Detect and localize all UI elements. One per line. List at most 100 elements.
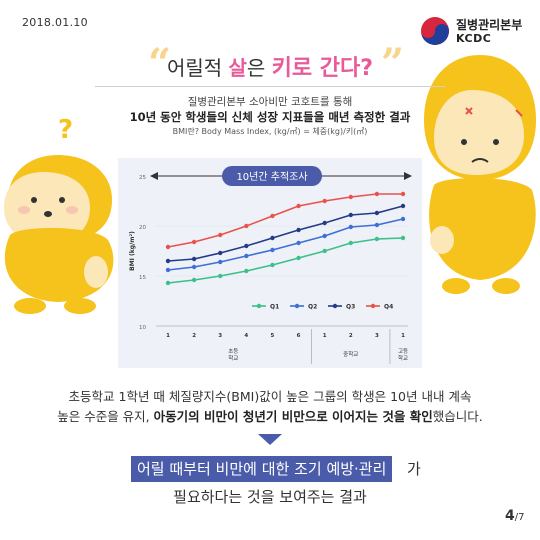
date-label: 2018.01.10 xyxy=(22,16,88,29)
logo-name-en: KCDC xyxy=(456,32,492,45)
description-line2-emphasis: 아동기의 비만이 청년기 비만으로 이어지는 것을 확인 xyxy=(153,409,433,424)
data-point-q4 xyxy=(218,232,223,238)
legend-marker-q4 xyxy=(370,303,376,309)
page-indicator: 4/7 xyxy=(505,508,524,524)
title-arrow-left-icon xyxy=(150,172,158,180)
series-line-q4 xyxy=(167,193,403,248)
data-point-q3 xyxy=(348,212,353,218)
data-point-q3 xyxy=(374,210,380,216)
data-point-q1 xyxy=(244,268,249,274)
data-point-q2 xyxy=(244,253,249,259)
data-point-q1 xyxy=(191,277,197,283)
svg-text:?: ? xyxy=(58,115,73,145)
data-point-q3 xyxy=(165,258,171,264)
data-point-q4 xyxy=(296,203,301,209)
bmi-chart-svg: 10 15 20 25 BMI (kg/m²) 1 2 3 4 5 6 1 2 3 1 초등학교 중학교 고등학교… xyxy=(129,166,412,364)
description-line1: 초등학교 1학년 때 체질량지수(BMI)값이 높은 그룹의 학생은 10년 내… xyxy=(68,389,472,404)
left-character-illustration: ? xyxy=(4,115,114,314)
headline-part2: 살 xyxy=(228,56,247,80)
data-point-q2 xyxy=(322,233,327,239)
x-tick-label: 3 xyxy=(218,333,222,339)
subtitle-line2: 10년 동안 학생들의 신체 성장 지표들을 매년 측정한 결과 xyxy=(129,110,411,124)
data-point-q3 xyxy=(218,250,223,256)
page-total: /7 xyxy=(514,512,525,523)
chart-title: 10년간 추적조사 xyxy=(236,171,307,183)
x-tick-label: 5 xyxy=(271,333,275,339)
headline-text: 어릴적 살은 키로 간다? xyxy=(120,50,420,82)
data-point-q1 xyxy=(270,262,275,268)
legend-marker-q2 xyxy=(294,303,300,309)
data-point-q4 xyxy=(191,239,197,245)
data-point-q1 xyxy=(165,280,171,286)
series-line-q3 xyxy=(167,205,404,262)
data-point-q3 xyxy=(244,243,249,249)
headline-part3: 은 xyxy=(246,56,272,80)
title-arrow-right-icon xyxy=(404,172,412,180)
x-tick-label: 1 xyxy=(166,333,170,339)
data-point-q2 xyxy=(165,267,171,273)
description-line2: 높은 수준을 유지, 아동기의 비만이 청년기 비만으로 이어지는 것을 확인했… xyxy=(0,406,540,425)
quote-open-icon: “ xyxy=(148,40,172,87)
x-group-label: 학교 xyxy=(228,354,238,362)
data-point-q4 xyxy=(374,191,380,197)
data-point-q4 xyxy=(270,213,275,219)
data-point-q2 xyxy=(218,259,223,265)
data-point-q2 xyxy=(400,216,406,222)
bmi-definition: BMI란? Body Mass Index, (kg/㎡) = 체중(kg)/키… xyxy=(172,127,368,136)
legend-label-q3: Q3 xyxy=(346,304,355,311)
data-point-q4 xyxy=(348,194,353,200)
description-line2-a: 높은 수준을 유지, xyxy=(57,409,154,424)
legend-label-q2: Q2 xyxy=(308,304,317,311)
legend-marker-q3 xyxy=(332,303,338,309)
data-point-q1 xyxy=(348,240,353,246)
x-tick-label: 4 xyxy=(244,333,248,339)
data-point-q1 xyxy=(296,255,301,261)
bmi-chart: 10 15 20 25 BMI (kg/m²) 1 2 3 4 5 6 1 2 3 1 초등 학교 중학교 고등 학교… xyxy=(118,158,422,368)
right-character-illustration xyxy=(424,55,536,294)
data-point-q2 xyxy=(374,222,380,228)
headline: “ 어릴적 살은 키로 간다? ” xyxy=(120,40,420,87)
taegeuk-icon xyxy=(421,17,449,45)
data-point-q3 xyxy=(400,203,406,209)
down-arrow-icon xyxy=(258,434,282,445)
y-tick-label: 15 xyxy=(139,275,146,281)
legend-label-q4: Q4 xyxy=(384,304,393,311)
data-point-q3 xyxy=(296,227,301,233)
data-point-q4 xyxy=(244,223,249,229)
x-group-label: 초등 xyxy=(228,348,238,355)
data-point-q3 xyxy=(270,235,275,241)
data-point-q3 xyxy=(191,256,197,262)
data-point-q1 xyxy=(218,273,223,279)
legend-label-q1: Q1 xyxy=(270,304,279,311)
data-point-q4 xyxy=(400,191,406,197)
data-point-q2 xyxy=(296,240,301,246)
x-tick-label: 2 xyxy=(192,333,196,339)
x-tick-label: 1 xyxy=(323,333,327,339)
series-line-q1 xyxy=(167,237,404,284)
data-point-q2 xyxy=(191,264,197,270)
data-point-q4 xyxy=(322,198,327,204)
x-tick-label: 6 xyxy=(297,333,301,339)
divider xyxy=(95,86,445,87)
x-tick-label: 1 xyxy=(401,333,405,339)
chart-title-pill xyxy=(222,166,322,186)
x-group-label: 학교 xyxy=(398,354,408,362)
x-tick-label: 3 xyxy=(375,333,379,339)
conclusion-highlight: 어릴 때부터 비만에 대한 조기 예방·관리 xyxy=(131,456,393,482)
data-point-q1 xyxy=(322,248,327,254)
legend-marker-q1 xyxy=(256,303,262,309)
conclusion-rest: 가 xyxy=(407,460,421,478)
data-point-q1 xyxy=(400,235,406,241)
data-point-q2 xyxy=(348,224,353,230)
y-tick-label: 20 xyxy=(139,225,146,231)
x-group-label: 고등 xyxy=(398,348,408,355)
data-point-q2 xyxy=(270,247,275,253)
y-tick-label: 25 xyxy=(139,175,146,181)
quote-close-icon: ” xyxy=(380,40,404,87)
kcdc-logo: 질병관리본부 KCDC xyxy=(420,14,530,48)
y-axis-label: BMI (kg/m²) xyxy=(129,231,136,271)
headline-part4: 키로 간다? xyxy=(271,56,374,81)
headline-part1: 어릴적 xyxy=(166,56,229,80)
conclusion-line2: 필요하다는 것을 보여주는 결과 xyxy=(173,488,367,506)
data-point-q3 xyxy=(322,220,327,226)
